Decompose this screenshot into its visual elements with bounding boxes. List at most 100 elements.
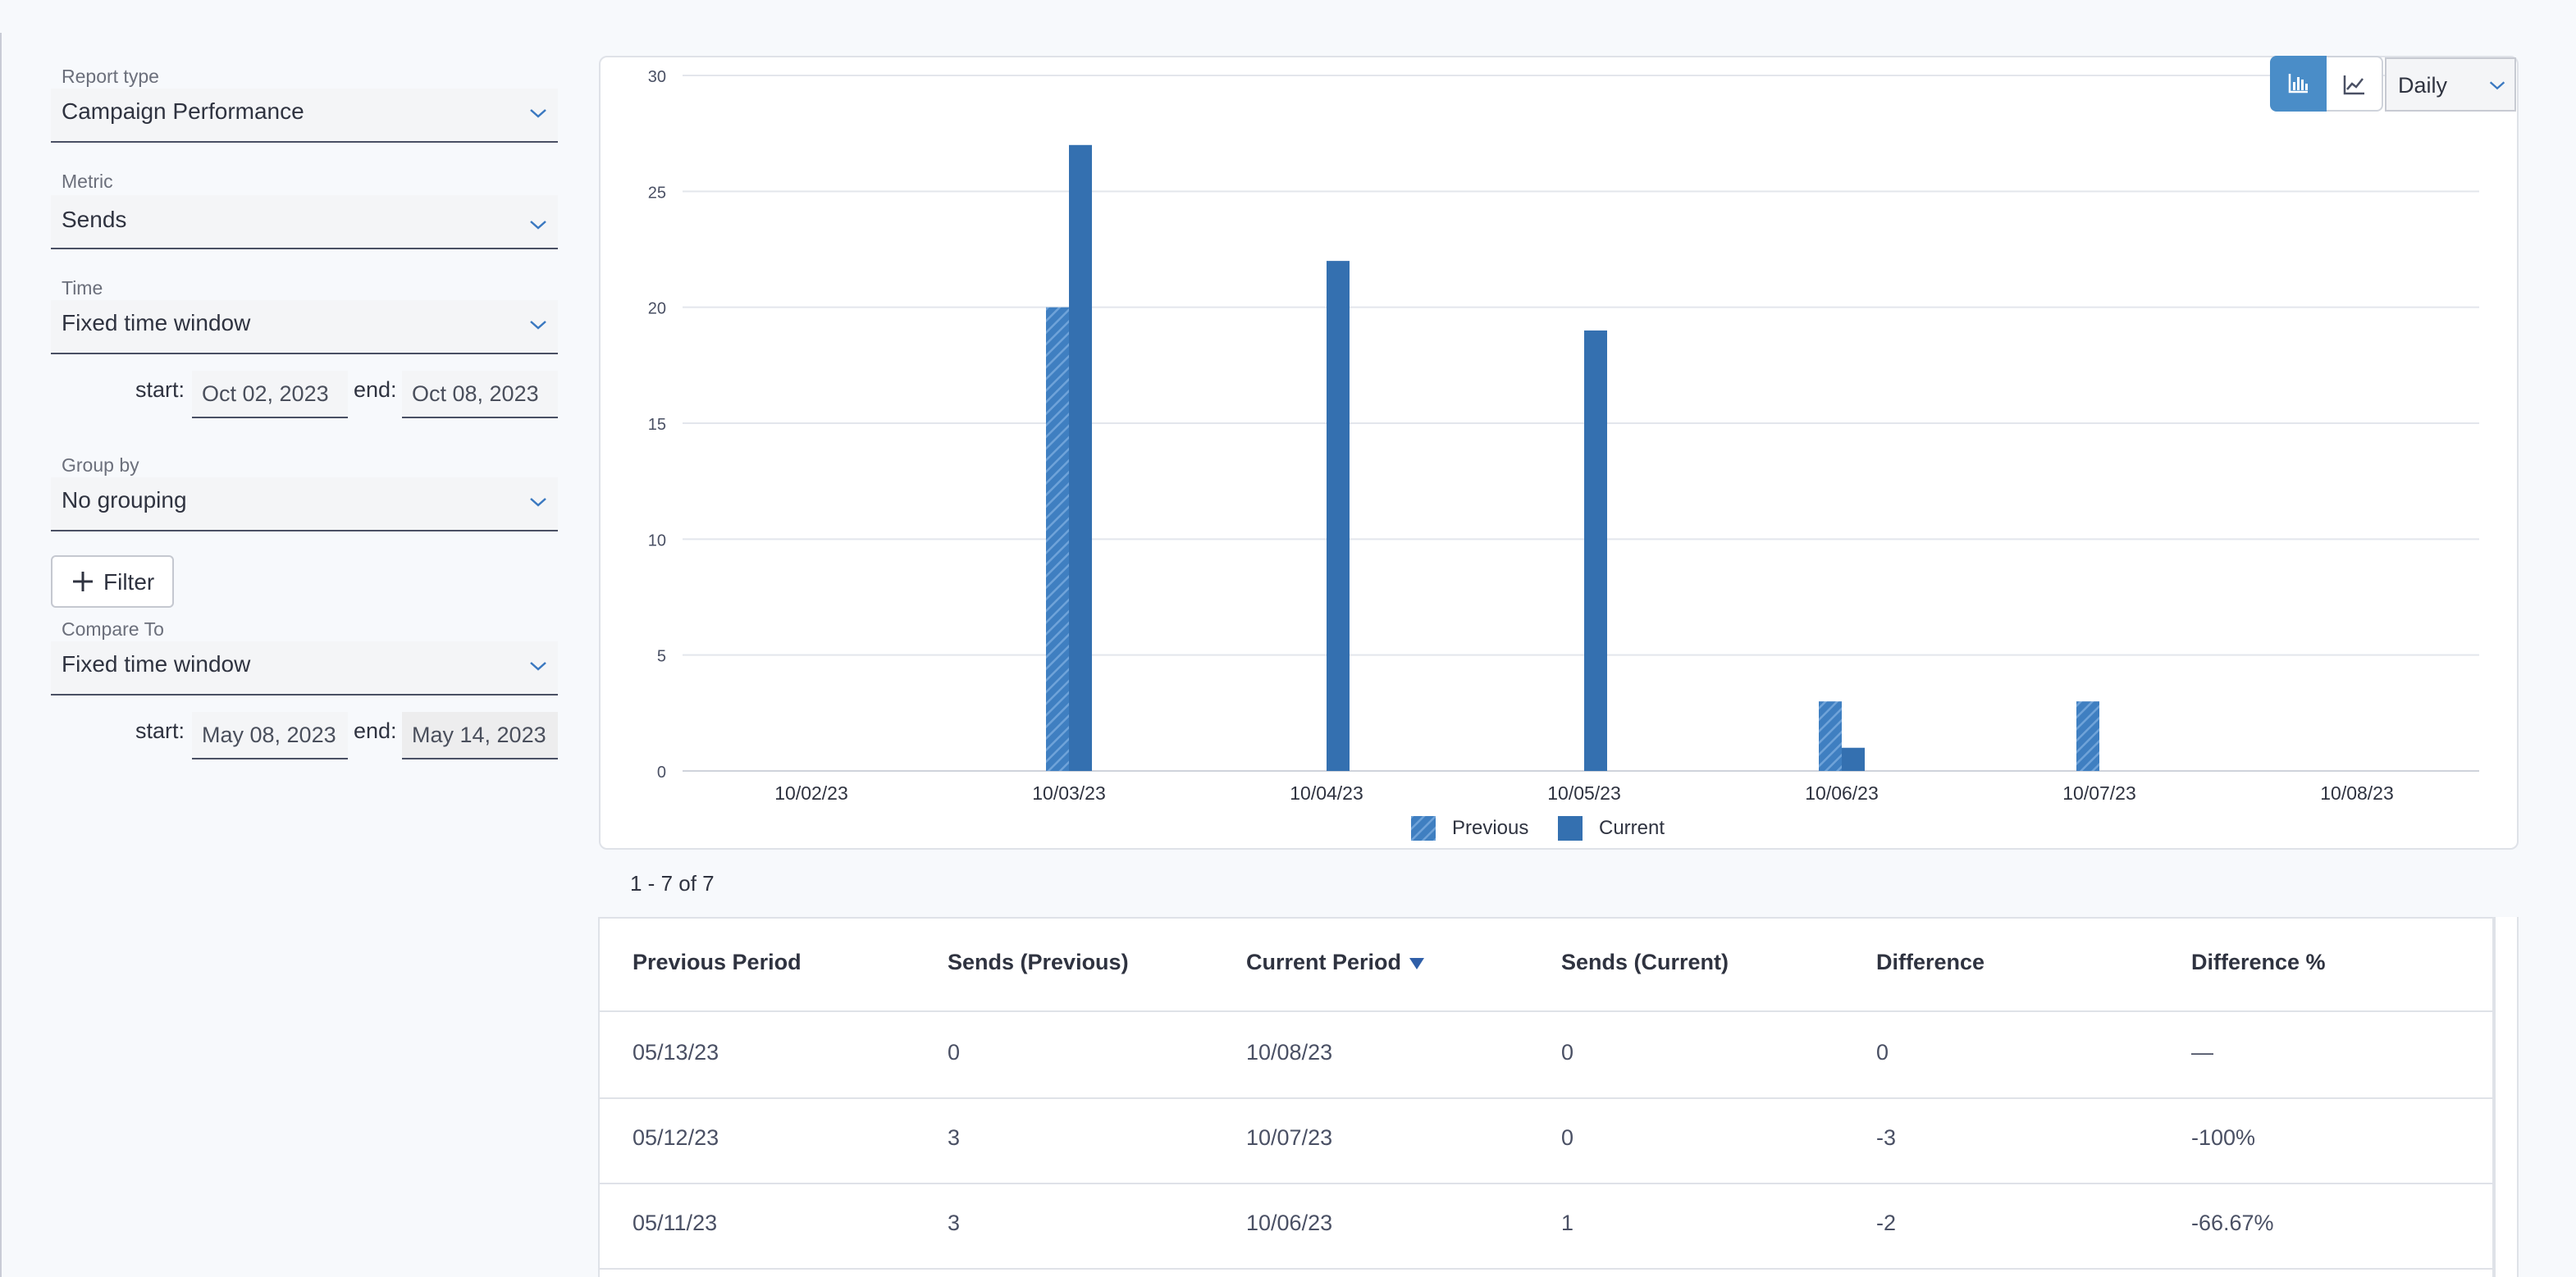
data-table: Previous Period Sends (Previous) Current… xyxy=(598,917,2494,1277)
table-cell: 3 xyxy=(948,1211,961,1235)
time-end-label: end: xyxy=(354,377,397,402)
table-cell: 05/12/23 xyxy=(633,1125,719,1150)
bar-current-10/03/23[interactable] xyxy=(1069,144,1092,772)
table-cell: -3 xyxy=(1876,1125,1897,1150)
group-by-select[interactable]: No grouping xyxy=(51,477,558,531)
x-tick-label: 10/03/23 xyxy=(1032,782,1106,804)
compare-start-input[interactable]: May 08, 2023 xyxy=(192,712,348,759)
table-cell: 0 xyxy=(948,1040,961,1065)
compare-to-select[interactable]: Fixed time window xyxy=(51,641,558,696)
x-tick-label: 10/06/23 xyxy=(1805,782,1879,804)
y-tick-label: 10 xyxy=(648,531,666,550)
time-value: Fixed time window xyxy=(62,310,251,335)
x-tick-label: 10/07/23 xyxy=(2062,782,2136,804)
time-start-value: Oct 02, 2023 xyxy=(202,381,329,406)
table-cell: 0 xyxy=(1561,1040,1574,1065)
y-tick-label: 25 xyxy=(648,184,666,202)
bar-current-10/06/23[interactable] xyxy=(1842,747,1865,771)
window-left-border xyxy=(0,0,2,1277)
time-label: Time xyxy=(62,277,103,299)
time-select[interactable]: Fixed time window xyxy=(51,300,558,354)
compare-date-range: start: May 08, 2023 end: May 14, 2023 xyxy=(51,712,558,778)
x-tick-label: 10/04/23 xyxy=(1290,782,1363,804)
y-tick-label: 30 xyxy=(648,68,666,86)
top-clipped-area xyxy=(0,0,2576,33)
chevron-down-icon xyxy=(530,221,546,230)
column-header[interactable]: Sends (Previous) xyxy=(948,950,1129,974)
compare-to-value: Fixed time window xyxy=(62,651,251,677)
bar-view-button[interactable] xyxy=(2270,56,2327,112)
period-value: Daily xyxy=(2398,73,2448,98)
bar-previous-10/07/23[interactable] xyxy=(2076,701,2099,771)
line-view-button[interactable] xyxy=(2327,56,2383,112)
time-start-input[interactable]: Oct 02, 2023 xyxy=(192,371,348,418)
bar-current-10/05/23[interactable] xyxy=(1584,330,1607,771)
column-header-label: Current Period xyxy=(1246,950,1402,974)
column-header[interactable]: Previous Period xyxy=(633,950,802,974)
column-header[interactable]: Difference xyxy=(1876,950,1985,974)
period-select[interactable]: Daily xyxy=(2385,57,2516,112)
y-tick-label: 0 xyxy=(657,764,666,782)
report-type-label: Report type xyxy=(62,66,159,87)
column-header[interactable]: Difference % xyxy=(2191,950,2326,974)
table-cell: 10/06/23 xyxy=(1246,1211,1333,1235)
x-tick-label: 10/05/23 xyxy=(1547,782,1621,804)
bar-previous-10/06/23[interactable] xyxy=(1819,701,1842,771)
chart-card: 0 5 10 15 20 25 30 10/02/23 10/03/23 10/04/23 10/… xyxy=(599,56,2519,850)
compare-start-label: start: xyxy=(135,718,185,743)
bar-chart-icon xyxy=(2288,74,2308,93)
table-row: 05/12/23 3 10/07/23 0 -3 -100% xyxy=(600,1097,2492,1184)
bar-chart: 0 5 10 15 20 25 30 10/02/23 10/03/23 10/04/23 10/… xyxy=(648,68,2479,804)
column-header[interactable]: Sends (Current) xyxy=(1561,950,1729,974)
group-by-label: Group by xyxy=(62,454,139,476)
compare-end-label: end: xyxy=(354,718,397,743)
y-tick-label: 15 xyxy=(648,416,666,434)
table-row: 05/11/23 3 10/06/23 1 -2 -66.67% xyxy=(600,1183,2492,1270)
report-type-value: Campaign Performance xyxy=(62,98,304,124)
time-date-range: start: Oct 02, 2023 end: Oct 08, 2023 xyxy=(51,371,558,436)
x-tick-label: 10/08/23 xyxy=(2320,782,2394,804)
sort-desc-icon xyxy=(1409,957,1425,969)
table-row: 05/13/23 0 10/08/23 0 0 — xyxy=(600,1012,2492,1099)
metric-value: Sends xyxy=(62,207,127,232)
report-type-select[interactable]: Campaign Performance xyxy=(51,89,558,143)
time-start-label: start: xyxy=(135,377,185,402)
metric-label: Metric xyxy=(62,171,113,192)
legend-swatch-current xyxy=(1558,816,1583,841)
table-cell: 10/08/23 xyxy=(1246,1040,1333,1065)
chevron-down-icon xyxy=(2489,81,2505,90)
table-cell: — xyxy=(2191,1040,2213,1065)
y-tick-label: 20 xyxy=(648,300,666,318)
compare-start-value: May 08, 2023 xyxy=(202,723,336,747)
table-cell: -66.67% xyxy=(2191,1211,2274,1235)
legend-swatch-previous xyxy=(1411,816,1436,841)
chart-view-toggle xyxy=(2270,56,2383,112)
compare-end-value: May 14, 2023 xyxy=(412,723,546,747)
column-header-sorted[interactable]: Current Period xyxy=(1246,950,1425,975)
time-end-value: Oct 08, 2023 xyxy=(412,381,539,406)
chevron-down-icon xyxy=(530,498,546,507)
table-cell: 05/11/23 xyxy=(633,1211,718,1235)
compare-to-label: Compare To xyxy=(62,618,164,640)
legend-label-current: Current xyxy=(1599,817,1665,839)
time-end-input[interactable]: Oct 08, 2023 xyxy=(402,371,558,418)
x-tick-label: 10/02/23 xyxy=(774,782,848,804)
table-cell: 3 xyxy=(948,1125,961,1150)
metric-select[interactable]: Sends xyxy=(51,195,558,249)
pagination-info: 1 - 7 of 7 xyxy=(630,871,715,896)
table-cell: 05/13/23 xyxy=(633,1040,719,1065)
table-cell: -2 xyxy=(1876,1211,1897,1235)
table-scrollbar[interactable] xyxy=(2494,917,2519,1277)
table-cell: 0 xyxy=(1561,1125,1574,1150)
add-filter-button[interactable]: Filter xyxy=(51,555,174,608)
group-by-value: No grouping xyxy=(62,487,187,513)
y-tick-label: 5 xyxy=(657,648,666,666)
chevron-down-icon xyxy=(530,109,546,118)
table-cell: 1 xyxy=(1561,1211,1574,1235)
bar-previous-10/03/23[interactable] xyxy=(1046,307,1069,772)
bar-current-10/04/23[interactable] xyxy=(1327,261,1350,772)
table-cell: 10/07/23 xyxy=(1246,1125,1333,1150)
table-header: Previous Period Sends (Previous) Current… xyxy=(600,919,2492,1012)
chevron-down-icon xyxy=(530,321,546,330)
table-cell: 0 xyxy=(1876,1040,1889,1065)
